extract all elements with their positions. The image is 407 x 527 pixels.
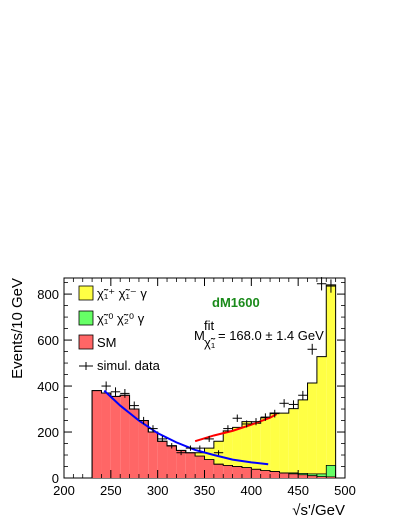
bar-sm	[176, 450, 186, 478]
bar-sm	[288, 473, 299, 478]
legend-label-sm: SM	[97, 335, 117, 350]
bar-chargino	[241, 421, 252, 468]
bar-sm	[326, 476, 336, 478]
model-annotation: dM1600	[212, 295, 260, 310]
bar-sm	[298, 474, 308, 478]
bar-chargino	[298, 399, 308, 474]
x-tick-label: 500	[334, 483, 356, 498]
x-tick-label: 250	[100, 483, 122, 498]
legend-label-chargino: χ̃₁⁺ χ̃₁⁻ γ	[97, 286, 147, 301]
stacked-histogram	[64, 284, 345, 479]
bar-sm	[241, 467, 252, 478]
bar-sm	[92, 390, 102, 478]
simulated-data-points	[101, 277, 336, 456]
mass-symbol: M	[194, 328, 205, 343]
y-axis-label: Events/10 GeV	[9, 278, 26, 379]
bar-sm	[260, 470, 271, 478]
bar-sm	[157, 441, 168, 478]
y-tick-label: 200	[37, 425, 59, 440]
bar-chargino	[251, 423, 261, 470]
bar-sm	[307, 475, 317, 478]
bar-sm	[129, 409, 139, 478]
bar-chargino	[270, 412, 280, 472]
bar-sm	[101, 392, 111, 478]
legend-swatch-chargino	[78, 285, 94, 301]
fit-value: = 168.0 ± 1.4 GeV	[218, 328, 324, 343]
bar-sm	[185, 452, 196, 478]
legend-swatch-sm	[78, 334, 94, 350]
bar-chargino	[195, 452, 205, 457]
bar-chargino	[260, 417, 271, 471]
fit-mass-annotation: M fit χ̃₁ = 168.0 ± 1.4 GeV	[194, 318, 324, 350]
x-tick-label: 450	[287, 483, 309, 498]
bar-sm	[110, 396, 121, 478]
bar-neutralino	[288, 472, 299, 474]
x-tick-label: 350	[194, 483, 216, 498]
mass-subscript: χ̃₁	[204, 335, 216, 350]
bar-sm	[148, 432, 158, 478]
x-tick-label: 400	[240, 483, 262, 498]
bar-chargino	[326, 284, 336, 466]
bar-sm	[232, 466, 242, 478]
bar-sm	[279, 472, 289, 478]
bar-sm	[316, 476, 327, 478]
y-tick-label: 600	[37, 333, 59, 348]
bar-sm	[251, 469, 261, 478]
bar-neutralino	[316, 473, 327, 477]
legend: χ̃₁⁺ χ̃₁⁻ γ χ̃₁⁰ χ̃₂⁰ γ SM simul. data	[78, 285, 161, 373]
fit-curves	[103, 389, 278, 466]
bar-chargino	[307, 383, 317, 474]
bar-sm	[204, 459, 214, 478]
bar-chargino	[288, 408, 299, 473]
y-tick-label: 400	[37, 379, 59, 394]
x-tick-label: 300	[147, 483, 169, 498]
bar-neutralino	[326, 465, 336, 477]
bar-chargino	[316, 356, 327, 474]
x-tick-label: 200	[53, 483, 75, 498]
bar-sm	[138, 420, 149, 478]
fit-curve-blue	[103, 389, 269, 466]
fit-curve-red	[194, 413, 278, 443]
y-tick-label: 0	[52, 471, 59, 486]
bar-sm	[270, 471, 280, 478]
x-axis-label: √s'/GeV	[292, 502, 345, 519]
bar-chargino	[232, 427, 242, 467]
bar-sm	[223, 465, 233, 478]
mass-superscript: fit	[204, 318, 215, 333]
legend-label-data: simul. data	[97, 358, 161, 373]
bar-sm	[213, 464, 224, 478]
bar-sm	[167, 445, 177, 478]
bar-neutralino	[307, 473, 317, 476]
y-tick-label: 800	[37, 287, 59, 302]
bar-chargino	[223, 430, 233, 466]
bar-sm	[120, 395, 130, 478]
bar-sm	[195, 456, 205, 478]
bar-neutralino	[298, 473, 308, 475]
legend-label-neutralino: χ̃₁⁰ χ̃₂⁰ γ	[97, 311, 145, 326]
legend-swatch-neutralino	[78, 310, 94, 326]
bar-chargino	[279, 413, 289, 473]
